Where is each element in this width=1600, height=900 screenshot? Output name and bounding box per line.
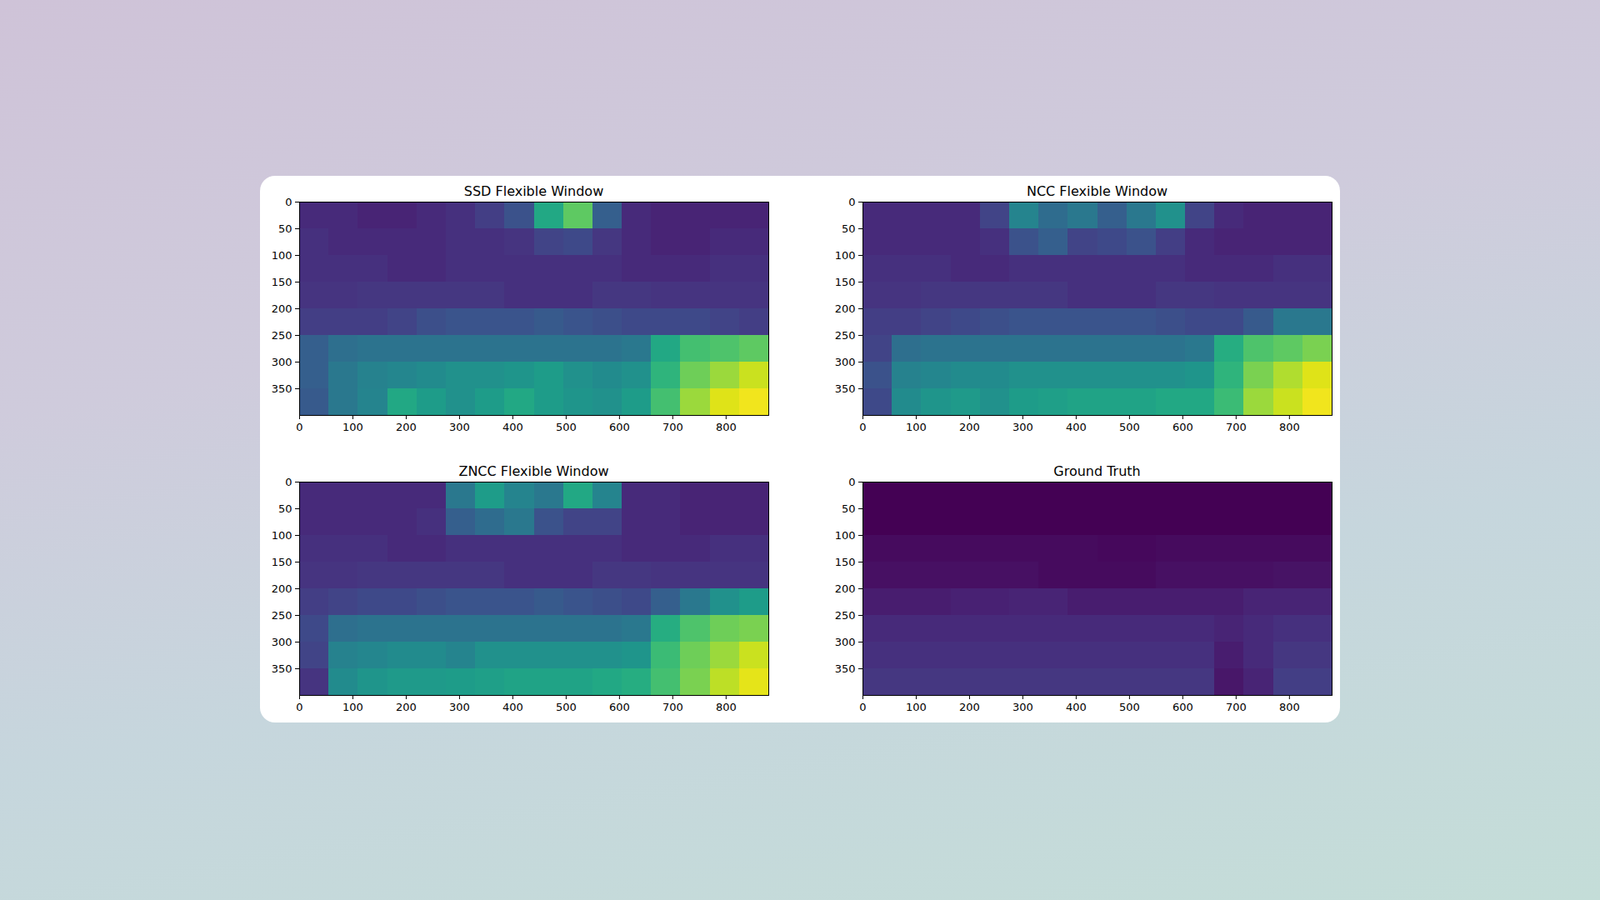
svg-text:0: 0: [295, 700, 303, 714]
html-text:ZNCC Flexible Window: ZNCC Flexible Window: [458, 463, 609, 480]
svg-text:300: 300: [271, 635, 293, 649]
svg-text:0: 0: [859, 700, 866, 714]
svg-text:600: 600: [1172, 700, 1194, 714]
svg-text:250: 250: [271, 329, 293, 342]
svg-text:50: 50: [841, 222, 856, 235]
svg-text:200: 200: [395, 420, 417, 434]
svg-text:600: 600: [609, 420, 630, 434]
svg-text:250: 250: [835, 329, 856, 342]
svg-text:0: 0: [848, 195, 855, 209]
svg-text:100: 100: [271, 249, 293, 262]
svg-text:800: 800: [1279, 700, 1300, 714]
svg-text:700: 700: [662, 420, 684, 434]
svg-text:700: 700: [1225, 420, 1247, 434]
svg-text:100: 100: [835, 249, 856, 262]
svg-text:250: 250: [271, 609, 293, 622]
html-text:SSD Flexible Window: SSD Flexible Window: [464, 183, 604, 200]
svg-text:100: 100: [835, 529, 856, 542]
svg-text:350: 350: [835, 662, 856, 675]
svg-text:400: 400: [502, 700, 524, 714]
svg-text:600: 600: [609, 700, 630, 714]
svg-text:200: 200: [271, 302, 293, 315]
svg-text:100: 100: [905, 420, 927, 434]
svg-text:150: 150: [271, 555, 293, 569]
svg-text:800: 800: [715, 420, 737, 434]
svg-text:200: 200: [271, 582, 293, 595]
svg-text:300: 300: [271, 355, 293, 369]
svg-text:300: 300: [449, 700, 470, 714]
svg-text:350: 350: [271, 382, 293, 395]
svg-text:800: 800: [1279, 420, 1300, 434]
svg-text:200: 200: [395, 700, 417, 714]
svg-text:500: 500: [1119, 420, 1140, 434]
svg-text:500: 500: [1119, 700, 1140, 714]
svg-text:600: 600: [1172, 420, 1194, 434]
html-text:Ground Truth: Ground Truth: [1053, 463, 1141, 480]
svg-text:350: 350: [271, 662, 293, 675]
svg-text:100: 100: [905, 700, 927, 714]
svg-text:300: 300: [449, 420, 470, 434]
svg-text:150: 150: [271, 275, 293, 289]
svg-text:300: 300: [1012, 700, 1034, 714]
svg-text:100: 100: [342, 700, 364, 714]
svg-text:100: 100: [342, 420, 364, 434]
svg-text:50: 50: [278, 222, 293, 235]
svg-text:0: 0: [285, 475, 292, 489]
svg-text:0: 0: [295, 420, 303, 434]
svg-text:200: 200: [959, 700, 980, 714]
svg-text:100: 100: [271, 529, 293, 542]
html-text:NCC Flexible Window: NCC Flexible Window: [1026, 183, 1168, 200]
svg-text:300: 300: [835, 635, 856, 649]
svg-text:400: 400: [1065, 700, 1087, 714]
svg-text:0: 0: [285, 195, 292, 209]
svg-text:150: 150: [835, 555, 856, 569]
svg-text:0: 0: [859, 420, 866, 434]
svg-text:50: 50: [278, 502, 293, 515]
svg-text:500: 500: [555, 700, 577, 714]
svg-text:400: 400: [1065, 420, 1087, 434]
svg-text:200: 200: [835, 582, 856, 595]
svg-text:50: 50: [841, 502, 856, 515]
svg-text:350: 350: [835, 382, 856, 395]
svg-text:700: 700: [1225, 700, 1247, 714]
svg-text:200: 200: [835, 302, 856, 315]
svg-text:400: 400: [502, 420, 524, 434]
svg-text:250: 250: [835, 609, 856, 622]
svg-text:150: 150: [835, 275, 856, 289]
svg-text:300: 300: [1012, 420, 1034, 434]
svg-text:800: 800: [715, 700, 737, 714]
svg-text:500: 500: [555, 420, 577, 434]
svg-text:0: 0: [848, 475, 855, 489]
svg-text:700: 700: [662, 700, 684, 714]
svg-text:200: 200: [959, 420, 980, 434]
svg-text:300: 300: [835, 355, 856, 369]
